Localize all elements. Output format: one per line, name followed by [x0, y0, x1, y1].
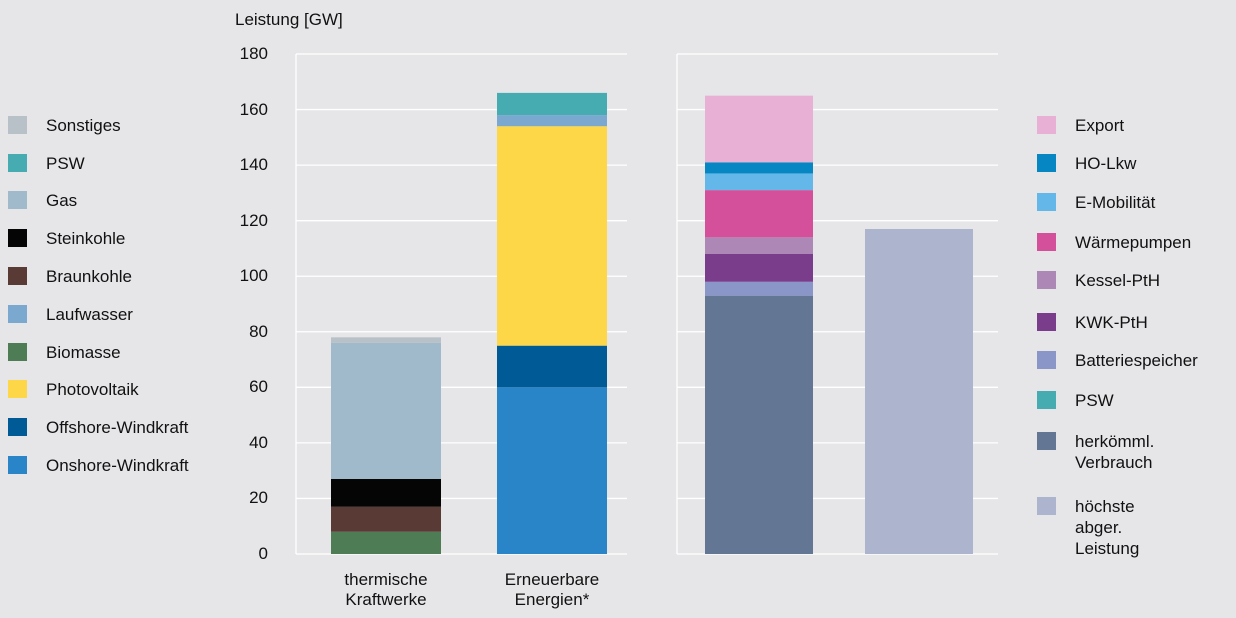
legend-label: PSW [1075, 391, 1114, 410]
legend-label: Offshore-Windkraft [46, 418, 189, 437]
legend-swatch [1037, 497, 1056, 515]
legend-swatch [8, 343, 27, 361]
legend-label: Kessel-PtH [1075, 271, 1161, 290]
legend-swatch [8, 191, 27, 209]
legend-item-7: Biomasse [8, 342, 121, 363]
legend-swatch [8, 154, 27, 172]
legend-label: höchste abger. Leistung [1075, 497, 1140, 558]
y-tick-60: 60 [249, 377, 268, 397]
legend-item-2: PSW [8, 153, 85, 174]
bar-segment-photovoltaik-p1-c2 [497, 126, 607, 346]
bar-segment-sonstiges-p1-c1 [331, 337, 441, 343]
y-tick-180: 180 [239, 44, 268, 63]
bar-segment-batteriespeicher-p2-c1 [705, 281, 813, 296]
legend-swatch [8, 305, 27, 323]
legend-item-9: Offshore-Windkraft [8, 417, 188, 438]
legend-label: Batteriespeicher [1075, 351, 1198, 370]
bar-segment-export-p2-c1 [705, 95, 813, 163]
legend-item-4: Wärmepumpen [1037, 232, 1191, 253]
legend-swatch [1037, 432, 1056, 450]
legend-swatch [8, 116, 27, 134]
legend-label: E-Mobilität [1075, 193, 1156, 212]
legend-item-6: KWK-PtH [1037, 312, 1148, 333]
legend-swatch [1037, 154, 1056, 172]
x-category-1: thermische Kraftwerke [344, 570, 428, 609]
legend-item-2: HO-Lkw [1037, 153, 1136, 174]
y-tick-20: 20 [249, 488, 268, 508]
legend-swatch [8, 418, 27, 436]
y-tick-100: 100 [239, 266, 268, 286]
bar-segment-onshore-windkraft-p1-c2 [497, 387, 607, 554]
legend-label: Wärmepumpen [1075, 233, 1192, 252]
y-axis-label: Leistung [GW] [235, 10, 343, 29]
bar-segment-offshore-windkraft-p1-c2 [497, 345, 607, 388]
legend-label: Photovoltaik [46, 380, 139, 399]
legend-label: Braunkohle [46, 267, 133, 286]
legend-item-4: Steinkohle [8, 228, 125, 249]
legend-item-9: herkömml. Verbrauch [1037, 431, 1154, 473]
bar-segment-braunkohle-p1-c1 [331, 506, 441, 532]
legend-item-10: höchste abger. Leistung [1037, 496, 1139, 559]
legend-swatch [8, 267, 27, 285]
legend-item-7: Batteriespeicher [1037, 350, 1198, 371]
y-tick-0: 0 [258, 544, 268, 563]
legend-swatch [1037, 233, 1056, 251]
legend-label: PSW [46, 154, 85, 173]
legend-item-6: Laufwasser [8, 304, 133, 325]
legend-label: Biomasse [46, 343, 121, 362]
bar-segment-ho-lkw-p2-c1 [705, 162, 813, 174]
y-tick-160: 160 [239, 99, 268, 119]
bar-segment-h-chste-abger-leistung-p2-c2 [865, 229, 973, 554]
y-tick-120: 120 [239, 210, 268, 230]
bar-segment-psw-p1-c2 [497, 92, 607, 116]
legend-item-10: Onshore-Windkraft [8, 455, 189, 476]
legend-swatch [1037, 391, 1056, 409]
y-tick-40: 40 [249, 432, 268, 452]
legend-label: Sonstiges [46, 116, 121, 135]
legend-label: Steinkohle [46, 229, 126, 248]
legend-label: HO-Lkw [1075, 154, 1137, 173]
legend-item-3: E-Mobilität [1037, 192, 1155, 213]
legend-item-8: PSW [1037, 390, 1114, 411]
bar-segment-gas-p1-c1 [331, 342, 441, 479]
legend-swatch [8, 380, 27, 398]
legend-label: KWK-PtH [1075, 313, 1148, 332]
bar-segment-laufwasser-p1-c2 [497, 115, 607, 127]
bar-segment-e-mobilit-t-p2-c1 [705, 173, 813, 191]
legend-item-1: Export [1037, 115, 1124, 136]
legend-item-1: Sonstiges [8, 115, 121, 136]
legend-label: Export [1075, 116, 1125, 135]
bar-segment-w-rmepumpen-p2-c1 [705, 190, 813, 238]
legend-swatch [1037, 313, 1056, 331]
bar-segment-kessel-pth-p2-c1 [705, 237, 813, 254]
legend-swatch [1037, 271, 1056, 289]
legend-swatch [8, 229, 27, 247]
legend-swatch [1037, 193, 1056, 211]
legend-item-5: Braunkohle [8, 266, 132, 287]
legend-item-3: Gas [8, 190, 77, 211]
legend-swatch [8, 456, 27, 474]
legend-item-8: Photovoltaik [8, 379, 139, 400]
legend-label: Onshore-Windkraft [46, 456, 189, 475]
legend-label: Gas [46, 191, 78, 210]
bar-segment-herk-mml-verbrauch-p2-c1 [705, 295, 813, 554]
legend-swatch [1037, 351, 1056, 369]
y-tick-140: 140 [239, 155, 268, 175]
bar-segment-biomasse-p1-c1 [331, 531, 441, 554]
legend-item-5: Kessel-PtH [1037, 270, 1160, 291]
legend-swatch [1037, 116, 1056, 134]
legend-label: herkömml. Verbrauch [1075, 432, 1155, 472]
y-tick-80: 80 [249, 321, 268, 341]
bar-segment-steinkohle-p1-c1 [331, 479, 441, 507]
legend-label: Laufwasser [46, 305, 133, 324]
bar-segment-kwk-pth-p2-c1 [705, 254, 813, 282]
x-category-2: Erneuerbare Energien* [504, 570, 600, 609]
